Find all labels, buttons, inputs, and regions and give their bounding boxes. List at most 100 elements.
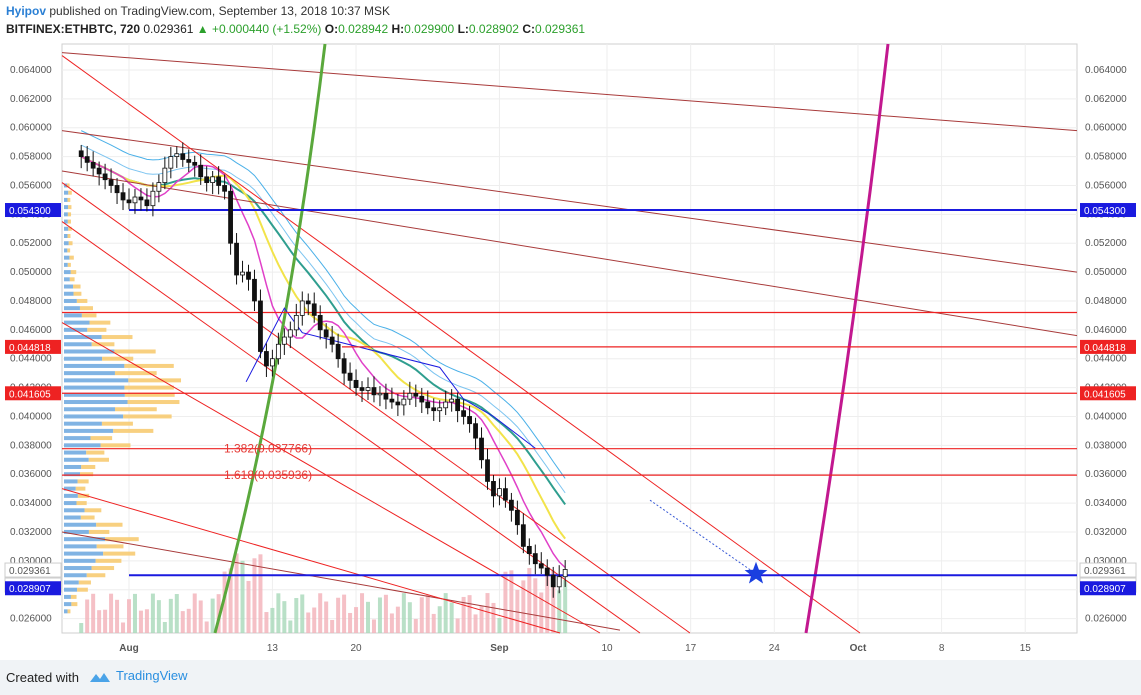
last-price: 0.029361	[143, 22, 194, 36]
volume-profile-bar	[64, 342, 92, 347]
volume-bar	[401, 593, 406, 633]
candle-body	[144, 199, 150, 207]
volume-profile-bar	[91, 342, 115, 347]
trendline	[61, 322, 601, 634]
level-badge-text: 0.044818	[1084, 343, 1126, 354]
volume-profile-bar	[64, 558, 96, 563]
volume-profile-bar	[64, 529, 89, 534]
volume-bar	[288, 620, 293, 633]
volume-bar	[132, 593, 137, 633]
y-tick-left: 0.046000	[10, 325, 52, 336]
volume-profile-bar	[88, 529, 110, 534]
close-value: 0.029361	[534, 22, 586, 36]
projection-line	[649, 499, 757, 575]
x-tick-label: 13	[267, 643, 279, 654]
candle-body	[514, 509, 520, 526]
candle-body	[246, 271, 251, 280]
volume-profile-bar	[64, 277, 70, 282]
volume-bar	[342, 594, 347, 633]
y-tick-right: 0.034000	[1085, 498, 1127, 509]
volume-profile-bar	[67, 609, 71, 614]
volume-bar	[491, 602, 496, 633]
volume-bar	[377, 597, 382, 633]
volume-profile-bar	[64, 464, 82, 469]
volume-profile-bar	[71, 602, 78, 607]
volume-profile-bar	[64, 609, 68, 614]
fib-label-1382: 1.382(0.037766)	[224, 442, 312, 456]
volume-profile-bar	[95, 558, 122, 563]
volume-profile-bar	[64, 508, 85, 513]
chart-labels: 0.054300 0.054300 0.044818 0.044818 0.041605…	[4, 203, 1137, 596]
y-tick-right: 0.040000	[1085, 411, 1127, 422]
volume-profile-bar	[70, 270, 77, 275]
y-tick-left: 0.044000	[10, 354, 52, 365]
open-value: 0.028942	[338, 22, 389, 36]
brand-label: TradingView	[116, 668, 188, 683]
volume-profile-bar	[64, 197, 68, 202]
volume-profile-bar	[124, 363, 174, 368]
chart-header: Hyipov published on TradingView.com, Sep…	[0, 0, 1141, 40]
x-tick-label: 20	[350, 643, 362, 654]
volume-bar	[294, 598, 299, 633]
author-name[interactable]: Hyipov	[6, 4, 47, 18]
volume-profile-bar	[64, 580, 79, 585]
volume-bar	[503, 571, 508, 633]
volume-bar	[515, 589, 520, 633]
x-tick-label: 15	[1020, 643, 1032, 654]
y-tick-left: 0.052000	[10, 238, 52, 249]
close-label: C:	[522, 22, 535, 36]
volume-profile-bar	[81, 313, 97, 318]
volume-profile-bar	[68, 190, 72, 195]
y-tick-right: 0.056000	[1085, 180, 1127, 191]
y-tick-right: 0.050000	[1085, 267, 1127, 278]
candle-body	[96, 167, 102, 175]
volume-profile-bar	[64, 313, 82, 318]
volume-profile-bar	[64, 335, 102, 340]
volume-profile-bar	[64, 385, 125, 390]
level-badge-left	[5, 386, 61, 401]
volume-profile-bar	[100, 443, 131, 448]
candle-body	[216, 176, 222, 186]
volume-profile-bar	[68, 205, 72, 210]
volume-profile-bar	[64, 515, 81, 520]
volume-profile-bar	[67, 183, 70, 188]
price-chart[interactable]: 0.064000 0.064000 0.062000 0.062000 0.060000…	[0, 40, 1141, 660]
volume-profile-bar	[64, 248, 68, 253]
candle-body	[180, 153, 186, 160]
tradingview-brand[interactable]: TradingView	[88, 668, 188, 684]
y-tick-left: 0.056000	[10, 180, 52, 191]
volume-bar	[371, 619, 376, 633]
candle-body	[383, 392, 389, 400]
volume-profile-bar	[64, 306, 80, 311]
volume-profile-bar	[64, 544, 97, 549]
volume-profile-bar	[64, 407, 116, 412]
volume-profile-bar	[64, 371, 115, 376]
volume-profile-bar	[64, 573, 87, 578]
volume-bar	[186, 608, 191, 633]
level-badge-text: 0.054300	[1084, 206, 1126, 217]
candle-body	[120, 192, 126, 201]
volume-profile-bar	[75, 486, 86, 491]
candle-body	[150, 190, 156, 207]
volume-bar	[210, 598, 215, 633]
candle-body	[443, 401, 449, 409]
trendline	[61, 52, 1078, 132]
low-badge-right	[1080, 581, 1136, 596]
volume-profile-bar	[64, 436, 91, 441]
y-tick-left: 0.040000	[10, 411, 52, 422]
volume-bar	[431, 613, 436, 633]
volume-bar	[144, 609, 149, 633]
volume-profile-bar	[64, 219, 68, 224]
volume-bar	[521, 580, 526, 633]
y-tick-left: 0.062000	[10, 94, 52, 105]
candle-body	[508, 499, 514, 511]
volume-profile-bar	[114, 349, 156, 354]
volume-bar	[509, 570, 514, 633]
symbol-label: BITFINEX:ETHBTC, 720	[6, 22, 141, 36]
volume-profile-bar	[77, 493, 90, 498]
y-tick-right: 0.036000	[1085, 469, 1127, 480]
volume-profile-bar	[64, 551, 104, 556]
volume-bar	[79, 623, 84, 633]
candle-body	[329, 336, 335, 345]
volume-profile-bar	[113, 428, 154, 433]
